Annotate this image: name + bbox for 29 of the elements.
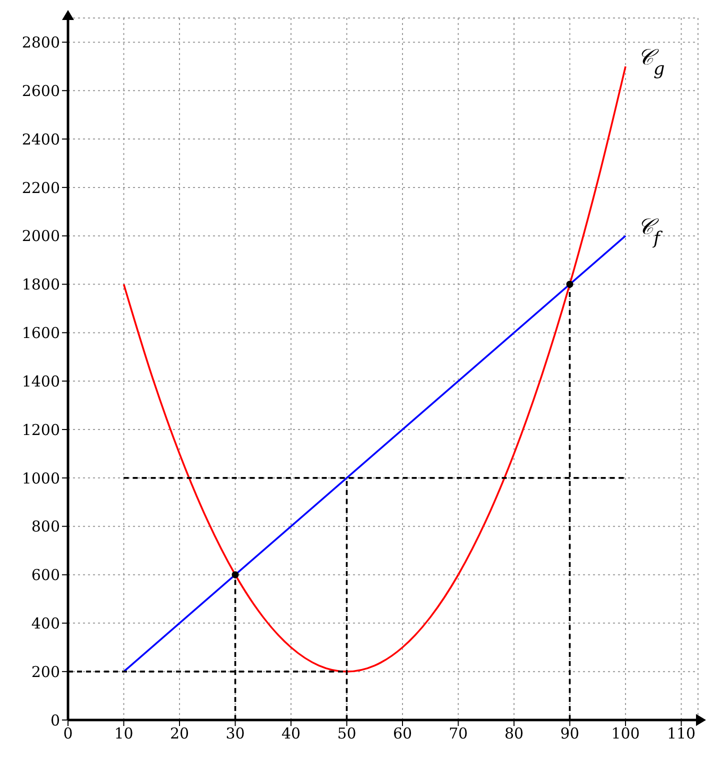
y-tick-label: 200 [31,662,60,681]
x-tick-label: 110 [666,724,696,743]
y-tick-label: 800 [31,518,60,536]
x-tick-label: 90 [560,724,580,743]
y-tick-label: 2600 [22,82,60,100]
x-tick-label: 20 [170,724,190,743]
x-tick-label: 50 [337,724,356,743]
series-label: 𝒞$_{g}$ [638,45,665,80]
y-tick-label: 1200 [22,420,60,439]
x-tick-label: 40 [281,724,301,743]
series-label: 𝒞$_{f}$ [638,214,664,249]
x-tick-label: 30 [226,724,245,743]
x-tick-label: 0 [63,724,73,743]
y-tick-label: 1400 [22,372,60,390]
y-tick-label: 1000 [22,469,60,488]
y-tick-label: 2000 [22,227,60,246]
y-tick-label: 0 [50,711,60,730]
y-tick-label: 1600 [22,324,60,342]
x-tick-label: 70 [448,724,468,743]
x-tick-label: 10 [114,724,134,743]
y-tick-label: 2200 [22,178,60,197]
x-tick-label: 100 [611,724,640,743]
y-tick-label: 2400 [22,130,60,148]
y-tick-label: 2800 [22,34,60,52]
y-tick-label: 600 [31,566,60,584]
x-tick-label: 80 [504,724,524,743]
x-tick-label: 60 [392,724,412,743]
y-tick-label: 400 [31,614,60,632]
y-tick-label: 1800 [22,276,60,294]
